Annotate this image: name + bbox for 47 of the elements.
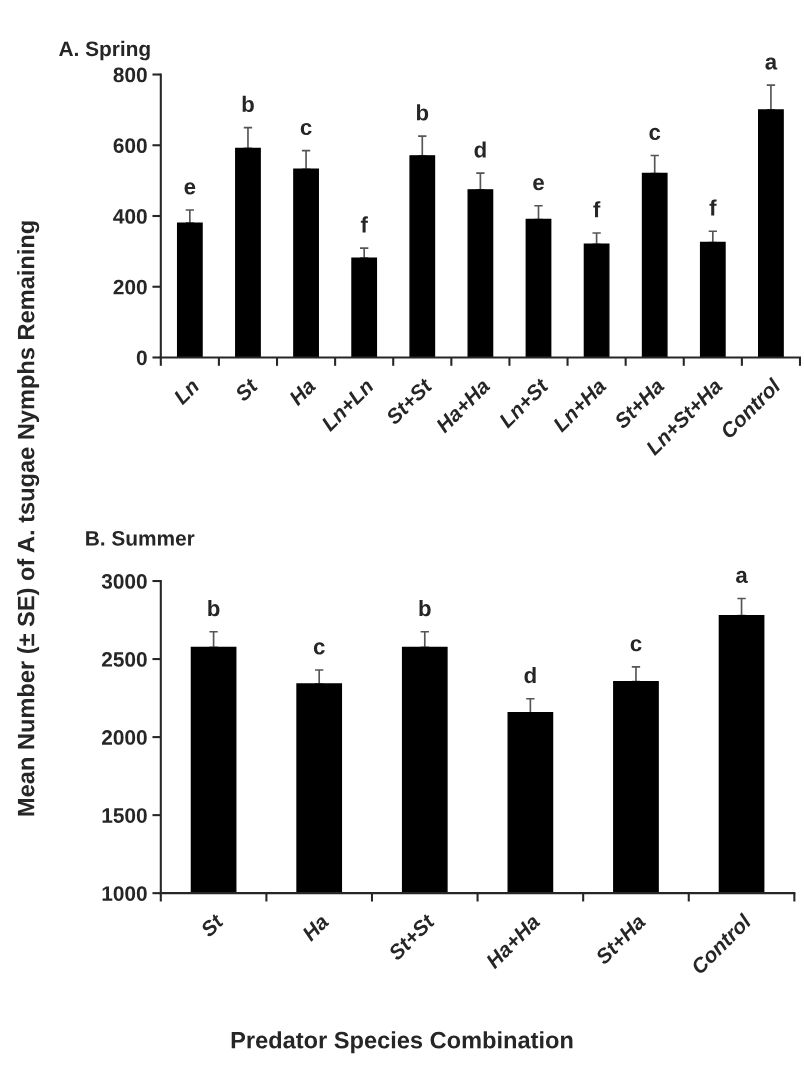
y-tick-label: 200 [113,279,147,295]
annotation: a [736,570,748,584]
x-tick-label: St [233,376,260,403]
annotation: c [300,122,312,136]
annotation: c [649,127,661,141]
annotation: b [419,599,431,617]
bar [176,222,203,358]
chart-title: A. Spring [59,40,150,61]
x-tick-label: Ha [288,377,317,407]
annotation: d [524,666,536,684]
bar [525,218,552,358]
annotation: f [593,201,601,218]
y-tick-label: 3000 [101,574,147,589]
bar [409,155,436,358]
bar [293,168,319,358]
x-tick-label: St [199,912,225,938]
annotation: a [765,57,778,70]
bar [351,257,378,358]
annotation: e [184,182,196,195]
annotation: d [474,141,486,158]
bar [641,172,668,358]
annotation: f [709,199,717,216]
bar [758,109,784,358]
annotation: b [416,104,429,121]
annotation: e [533,178,544,191]
x-tick-label: Ha [301,913,330,942]
annotation: f [360,216,368,233]
y-tick-label: 1500 [102,808,147,823]
y-tick-label: 600 [113,138,147,154]
bar [467,189,494,358]
annotation: c [313,642,325,655]
chart-title: B. Summer [86,530,195,546]
annotation: b [208,599,220,617]
y-tick-label: 2000 [101,730,147,745]
bar [583,243,610,358]
annotation: b [242,95,254,113]
y-tick-label: 0 [136,350,147,366]
y-tick-label: 1000 [102,886,147,901]
annotation: c [630,639,642,652]
y-axis-title: Mean Number (± SE) of A. tsugae Nymphs Remaining [17,221,40,816]
x-axis-title: Predator Species Combination [231,1031,573,1054]
y-tick-label: 800 [113,67,147,83]
x-tick-label: Ln [172,378,200,406]
bar [699,241,726,358]
bar [235,147,261,358]
y-tick-label: 2500 [101,652,147,667]
y-tick-label: 400 [113,209,147,224]
